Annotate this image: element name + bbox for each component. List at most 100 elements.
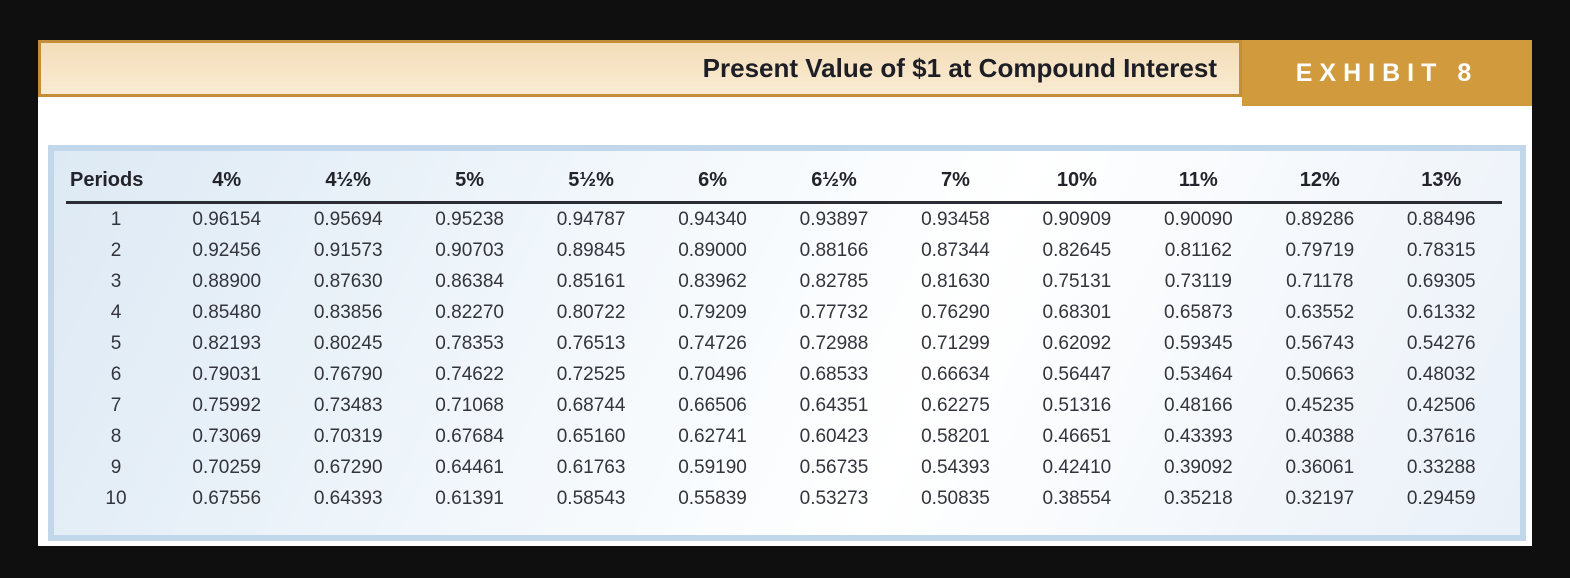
value-cell: 0.55839 [678,488,747,509]
value-cell: 0.76513 [556,333,626,354]
value-cell: 0.67290 [313,457,383,478]
value-cell: 0.81162 [1164,240,1232,261]
value-cell: 0.40388 [1285,426,1355,447]
value-cell: 0.61332 [1406,302,1476,323]
rate-column-header: 4% [166,165,288,204]
period-cell: 1 [110,209,122,230]
rate-column-header: 5% [408,165,531,204]
value-cell: 0.72988 [799,333,869,354]
value-cell: 0.87630 [313,271,383,292]
value-cell: 0.67684 [435,426,504,447]
value-cell: 0.90703 [435,240,504,261]
value-cell: 0.79209 [678,302,747,323]
periods-column-header: Periods [66,165,166,204]
value-cell: 0.89286 [1285,209,1355,230]
value-cell: 0.65873 [1164,302,1233,323]
value-cell: 0.38554 [1042,488,1112,509]
value-cell: 0.42410 [1042,457,1112,478]
value-cell: 0.58201 [921,426,990,447]
value-cell: 0.73069 [192,426,262,447]
exhibit-banner: Present Value of $1 at Compound Interest… [38,40,1532,106]
table-row: 9 0.70259 0.67290 0.64461 0.61763 0.59190 0.56… [66,452,1502,483]
table-header: Periods 4% 4½% 5% 5½% 6% 6½% 7% 10% 11% 12% 13% [66,165,1502,204]
value-cell: 0.67556 [192,488,262,509]
value-cell: 0.90090 [1164,209,1233,230]
value-cell: 0.29459 [1406,488,1476,509]
value-cell: 0.45235 [1285,395,1355,416]
value-cell: 0.63552 [1285,302,1355,323]
table-row: 1 0.96154 0.95694 0.95238 0.94787 0.94340 0.93… [66,203,1502,236]
value-cell: 0.92456 [192,240,262,261]
period-cell: 10 [105,488,127,509]
value-cell: 0.68533 [799,364,869,385]
value-cell: 0.56447 [1042,364,1112,385]
value-cell: 0.95694 [313,209,383,230]
value-cell: 0.53273 [799,488,869,509]
value-cell: 0.90909 [1042,209,1112,230]
value-cell: 0.60423 [799,426,869,447]
value-cell: 0.96154 [192,209,262,230]
value-cell: 0.35218 [1164,488,1233,509]
table-row: 6 0.79031 0.76790 0.74622 0.72525 0.70496 0.68… [66,359,1502,390]
value-cell: 0.71068 [435,395,504,416]
rate-column-header: 4½% [287,165,409,204]
rate-column-header: 12% [1259,165,1381,204]
value-cell: 0.78315 [1406,240,1476,261]
value-cell: 0.79031 [192,364,262,385]
value-cell: 0.66506 [678,395,747,416]
value-cell: 0.36061 [1285,457,1355,478]
value-cell: 0.88496 [1406,209,1476,230]
value-cell: 0.77732 [799,302,869,323]
table-header-row: Periods 4% 4½% 5% 5½% 6% 6½% 7% 10% 11% 12% 13% [66,165,1502,204]
value-cell: 0.76790 [313,364,383,385]
value-cell: 0.81630 [921,271,990,292]
value-cell: 0.78353 [435,333,504,354]
period-cell: 3 [110,271,122,292]
value-cell: 0.51316 [1042,395,1112,416]
period-cell: 6 [110,364,122,385]
value-cell: 0.74726 [678,333,747,354]
exhibit-tag-label: EXHIBIT 8 [1295,58,1479,87]
value-cell: 0.37616 [1406,426,1476,447]
value-cell: 0.32197 [1285,488,1355,509]
value-cell: 0.71299 [921,333,990,354]
value-cell: 0.64351 [799,395,869,416]
value-cell: 0.75992 [192,395,262,416]
value-cell: 0.80245 [313,333,383,354]
value-cell: 0.72525 [556,364,626,385]
value-cell: 0.82270 [435,302,504,323]
value-cell: 0.73483 [313,395,383,416]
value-cell: 0.95238 [435,209,504,230]
period-cell: 5 [110,333,122,354]
period-cell: 2 [110,240,122,261]
value-cell: 0.82193 [192,333,262,354]
value-cell: 0.71178 [1286,271,1354,292]
value-cell: 0.93458 [921,209,990,230]
rate-column-header: 11% [1137,165,1260,204]
value-cell: 0.85480 [192,302,262,323]
value-cell: 0.64393 [313,488,383,509]
exhibit-panel: Present Value of $1 at Compound Interest… [38,40,1532,546]
value-cell: 0.82785 [799,271,869,292]
value-cell: 0.76290 [921,302,990,323]
table-row: 2 0.92456 0.91573 0.90703 0.89845 0.89000 0.88… [66,235,1502,266]
value-cell: 0.94340 [678,209,747,230]
value-cell: 0.73119 [1164,271,1232,292]
value-cell: 0.88166 [799,240,869,261]
value-cell: 0.62092 [1042,333,1112,354]
value-cell: 0.85161 [556,271,626,292]
value-cell: 0.75131 [1042,271,1112,292]
table-row: 3 0.88900 0.87630 0.86384 0.85161 0.83962 0.82… [66,266,1502,297]
table-row: 10 0.67556 0.64393 0.61391 0.58543 0.55839 0.5… [66,483,1502,514]
value-cell: 0.50663 [1285,364,1355,385]
value-cell: 0.54276 [1406,333,1476,354]
value-cell: 0.59190 [678,457,747,478]
value-cell: 0.93897 [799,209,869,230]
value-cell: 0.48032 [1406,364,1476,385]
value-cell: 0.33288 [1406,457,1476,478]
table-row: 8 0.73069 0.70319 0.67684 0.65160 0.62741 0.60… [66,421,1502,452]
value-cell: 0.94787 [556,209,626,230]
rate-column-header: 13% [1380,165,1502,204]
value-cell: 0.48166 [1164,395,1233,416]
value-cell: 0.89000 [678,240,747,261]
